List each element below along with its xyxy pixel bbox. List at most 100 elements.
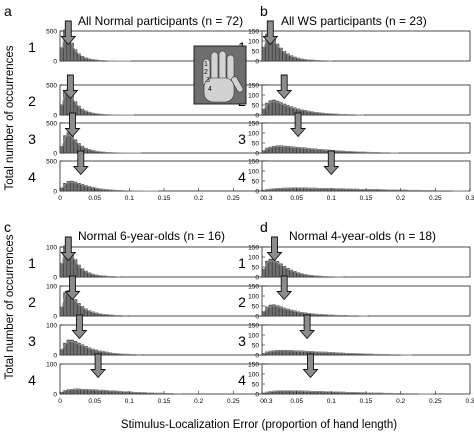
histogram-bar — [73, 341, 78, 356]
fit-curve — [61, 90, 135, 116]
digit-label: 1 — [28, 255, 36, 271]
histogram-bar — [73, 388, 78, 395]
fit-curve — [263, 260, 344, 278]
y-tick-label: 100 — [46, 245, 57, 252]
inset-digit-1: 1 — [204, 61, 208, 68]
y-tick-label: 0 — [255, 392, 259, 399]
histogram-bar — [265, 147, 269, 154]
y-tick-label: 0 — [53, 113, 57, 120]
y-tick-label: 100 — [248, 131, 259, 138]
histogram-bar — [296, 147, 301, 154]
histogram-bar — [289, 146, 294, 154]
histogram-bar — [84, 346, 88, 356]
median-arrow — [62, 74, 79, 100]
histogram-bar — [306, 147, 311, 154]
histogram-bar — [84, 185, 88, 192]
x-tick-label: 0.15 — [158, 195, 171, 202]
median-arrow — [276, 74, 293, 100]
x-tick-label: 0.25 — [227, 398, 240, 405]
panel-d-title: Normal 4-year-olds (n = 18) — [289, 229, 436, 243]
fit-curve — [61, 31, 132, 62]
y-tick-label: 100 — [248, 372, 259, 379]
y-tick-label: 0 — [53, 151, 57, 158]
fit-curve — [263, 146, 399, 154]
histogram-bar — [279, 145, 283, 154]
histogram-bar — [59, 146, 64, 154]
histogram-bar — [275, 261, 280, 278]
x-tick-label: 0.25 — [429, 195, 442, 202]
panel-d-letter: d — [260, 219, 268, 235]
x-tick-label: 0.1 — [125, 195, 134, 202]
plot-frame — [261, 246, 471, 278]
panel-a-letter: a — [4, 3, 12, 19]
y-tick-label: 150 — [248, 121, 259, 128]
histogram-bar — [59, 306, 64, 317]
digit-label: 4 — [28, 169, 36, 185]
x-tick-label: 0 — [58, 398, 62, 405]
y-tick-label: 100 — [46, 284, 57, 291]
histogram-bar — [66, 181, 71, 192]
y-tick-label: 150 — [248, 159, 259, 166]
fit-curve — [61, 134, 142, 154]
y-tick-label: 150 — [248, 284, 259, 291]
y-tick-label: 0 — [255, 151, 259, 158]
inset-digit-3: 3 — [206, 77, 210, 84]
y-tick-label: 50 — [252, 304, 260, 311]
shared-x-axis-label: Stimulus-Localization Error (proportion … — [121, 419, 397, 431]
histogram-bar — [282, 51, 287, 62]
panel-c-digit-2-histogram: 2 0 100 — [28, 275, 269, 321]
panel-d-digit-1-histogram: 1 0 50 100 150 — [238, 236, 471, 282]
digit-label: 4 — [238, 372, 246, 388]
histogram-bar — [87, 347, 92, 356]
median-arrow — [290, 112, 307, 138]
histogram-bar — [279, 47, 283, 62]
histogram-bar — [261, 108, 266, 116]
histogram-bar — [77, 388, 81, 395]
histogram-bar — [59, 263, 64, 278]
y-tick-label: 0 — [255, 314, 259, 321]
inset-digit-labels: 1 2 3 4 — [204, 61, 212, 93]
histogram-bar — [63, 390, 67, 395]
histogram-bar — [272, 350, 276, 356]
panel-c-digit-4-histogram: 4 0 100 0 0.05 0.1 0.15 0.2 0.25 0.3 — [28, 353, 273, 405]
histogram-bar — [261, 150, 266, 154]
median-arrow — [64, 112, 81, 138]
plot-frame — [261, 160, 471, 192]
histogram-bar — [90, 348, 95, 356]
histogram-bar — [84, 270, 88, 278]
y-tick-label: 100 — [248, 294, 259, 301]
histogram-bar — [261, 268, 266, 278]
x-tick-label: 0 — [260, 398, 264, 405]
fit-curve — [61, 389, 184, 395]
x-tick-label: 0.2 — [194, 398, 203, 405]
y-tick-label: 0 — [53, 275, 57, 282]
histogram-bar — [66, 339, 71, 356]
histogram-bar — [286, 53, 290, 62]
digit-label: 4 — [238, 169, 246, 185]
y-tick-label: 0 — [255, 59, 259, 66]
x-tick-label: 0.1 — [327, 398, 336, 405]
y-tick-label: 50 — [252, 103, 260, 110]
x-tick-label: 0 — [260, 195, 264, 202]
histogram-bar — [80, 344, 85, 356]
x-tick-label: 0.25 — [227, 195, 240, 202]
y-tick-label: 0 — [53, 353, 57, 360]
x-tick-label: 0.3 — [465, 398, 474, 405]
inset-digit-2: 2 — [204, 69, 208, 76]
inset-digit-4: 4 — [208, 86, 212, 93]
x-tick-label: 0.05 — [88, 398, 101, 405]
histogram-bar — [70, 180, 74, 192]
y-tick-label: 0 — [255, 275, 259, 282]
histogram-bar — [279, 102, 283, 116]
digit-label: 3 — [238, 131, 246, 147]
y-tick-label: 0 — [255, 189, 259, 196]
y-tick-label: 150 — [248, 323, 259, 330]
x-tick-label: 0.3 — [465, 195, 474, 202]
histogram-bar — [289, 350, 294, 356]
y-tick-label: 50 — [252, 265, 260, 272]
histogram-bar — [59, 104, 64, 116]
x-tick-label: 0.2 — [396, 195, 405, 202]
fit-curve — [263, 36, 334, 62]
histogram-bar — [261, 353, 266, 356]
